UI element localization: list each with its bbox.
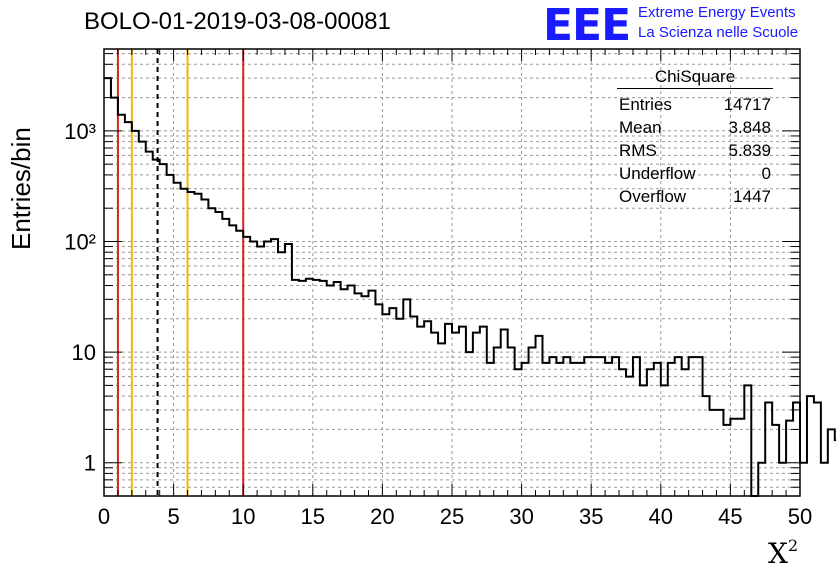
logo-subtitle-1: Extreme Energy Events [638, 4, 796, 21]
y-tick-label: 10² [64, 229, 96, 254]
stats-row: RMS 5.839 [611, 139, 779, 162]
stats-value: 3.848 [728, 118, 771, 137]
stats-title: ChiSquare [617, 67, 773, 89]
histogram-series [104, 77, 836, 497]
chart-title: BOLO-01-2019-03-08-00081 [84, 8, 391, 35]
x-tick-label: 5 [167, 504, 179, 529]
y-axis-label: Entries/bin [6, 127, 36, 250]
x-tick-label: 45 [718, 504, 742, 529]
x-tick-label: 40 [649, 504, 673, 529]
x-tick-label: 20 [370, 504, 394, 529]
x-tick-label: 15 [301, 504, 325, 529]
stats-value: 14717 [723, 95, 771, 114]
x-tick-label: 30 [509, 504, 533, 529]
x-tick-label: 35 [579, 504, 603, 529]
x-tick-label: 0 [98, 504, 110, 529]
stats-row: Underflow 0 [611, 162, 779, 185]
stats-row: Entries 14717 [611, 93, 779, 116]
x-tick-label: 50 [788, 504, 812, 529]
y-tick-label: 10 [72, 340, 96, 365]
stats-value: 0 [761, 164, 771, 183]
stats-value: 5.839 [728, 141, 771, 160]
stats-box: ChiSquare Entries 14717 Mean 3.848 RMS 5.83… [611, 67, 779, 208]
logo-subtitle-2: La Scienza nelle Scuole [638, 24, 799, 41]
y-tick-label: 1 [84, 451, 96, 476]
stats-label: Underflow [619, 164, 696, 183]
stats-value: 1447 [733, 187, 771, 206]
stats-label: Overflow [619, 187, 687, 206]
stats-row: Overflow 1447 [611, 185, 779, 208]
stats-row: Mean 3.848 [611, 116, 779, 139]
x-tick-label: 25 [440, 504, 464, 529]
y-tick-label: 10³ [64, 119, 96, 144]
x-axis-label-base: X [768, 537, 788, 570]
x-axis-label-sup: 2 [787, 536, 799, 555]
x-axis-label: X2 [768, 536, 798, 570]
stats-label: RMS [619, 141, 657, 160]
stats-label: Entries [619, 95, 672, 114]
stats-label: Mean [619, 118, 662, 137]
x-axis-ticks: 0 5 10 15 20 25 30 35 40 45 50 [98, 49, 812, 529]
y-axis-ticks: 1 10 10² 10³ [64, 53, 800, 497]
x-tick-label: 10 [231, 504, 255, 529]
eee-logo: EEE [543, 0, 631, 51]
